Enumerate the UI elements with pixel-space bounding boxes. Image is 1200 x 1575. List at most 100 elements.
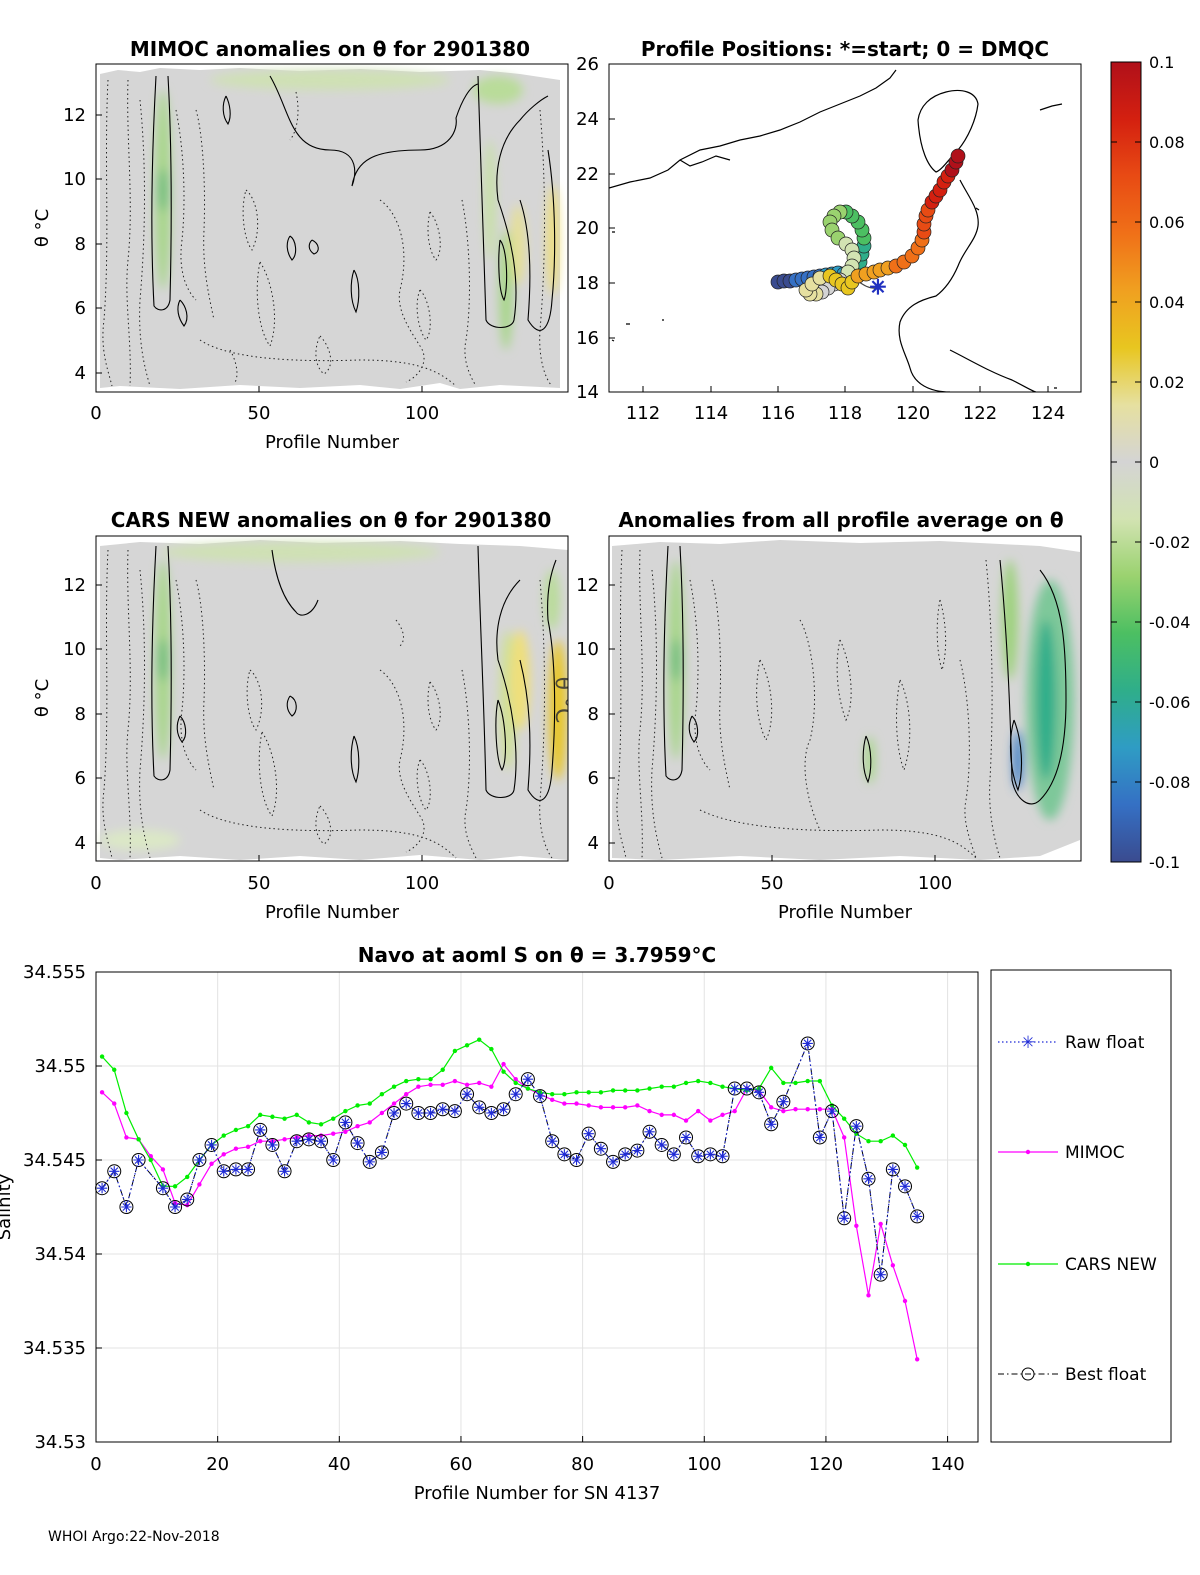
data-point (623, 1105, 627, 1109)
data-point (708, 1118, 712, 1122)
data-point (477, 1037, 481, 1041)
allavg-xtick: 0 (603, 873, 614, 894)
data-point (380, 1092, 384, 1096)
data-point (428, 1083, 432, 1087)
data-point (428, 1077, 432, 1081)
data-point (535, 1091, 545, 1101)
mimoc-ytick: 8 (75, 234, 86, 255)
map-ytick: 22 (576, 164, 599, 185)
taiwan-coast (918, 91, 978, 173)
series-best-float (96, 1037, 924, 1281)
data-point (438, 1104, 448, 1114)
cars-ylabel: θ °C (32, 679, 53, 717)
mimoc-xtick: 0 (90, 403, 101, 424)
data-point (185, 1175, 189, 1179)
data-point (559, 1149, 569, 1159)
data-point (708, 1081, 712, 1085)
chart-title: Navo at aoml S on θ = 3.7959°C (358, 943, 716, 967)
colorbar-tick-label: 0.1 (1149, 53, 1174, 72)
data-point (523, 1074, 533, 1084)
legend-raw-star-icon: ✳ (1021, 1033, 1035, 1053)
data-point (866, 1293, 870, 1297)
map-title: Profile Positions: *=start; 0 = DMQC (641, 37, 1049, 61)
map-ytick: 18 (576, 273, 599, 294)
cars-field: θ °C (100, 540, 575, 860)
map-ytick: 26 (576, 54, 599, 75)
data-point (732, 1109, 736, 1113)
colorbar-tick-label: 0.06 (1149, 213, 1185, 232)
data-point (100, 1054, 104, 1058)
data-point (805, 1079, 809, 1083)
mimoc-field (100, 68, 560, 389)
data-point (891, 1263, 895, 1267)
footer-credit: WHOI Argo:22-Nov-2018 (48, 1529, 220, 1545)
allavg-title: Anomalies from all profile average on θ (618, 508, 1063, 532)
data-point (769, 1066, 773, 1070)
ryukyu-islands (1040, 104, 1062, 110)
data-point (915, 1165, 919, 1169)
y-tick-label: 34.535 (23, 1338, 86, 1359)
data-point (656, 1140, 666, 1150)
data-point (669, 1149, 679, 1159)
x-tick-label: 80 (571, 1454, 594, 1475)
data-point (866, 1139, 870, 1143)
data-point (267, 1140, 277, 1150)
data-point (815, 1132, 825, 1142)
data-point (270, 1115, 274, 1119)
data-point (97, 1183, 107, 1193)
data-point (282, 1116, 286, 1120)
allavg-xlabel: Profile Number (778, 902, 913, 923)
data-point (474, 1102, 484, 1112)
map-xtick: 116 (761, 403, 795, 424)
mimoc-panel: MIMOC anomalies on θ for 2901380 (32, 37, 568, 453)
data-point (672, 1113, 676, 1117)
data-point (343, 1109, 347, 1113)
data-point (769, 1105, 773, 1109)
y-tick-label: 34.53 (34, 1432, 86, 1453)
legend-label: MIMOC (1065, 1143, 1125, 1163)
data-point (550, 1092, 554, 1096)
data-point (136, 1137, 140, 1141)
allavg-xtick: 100 (918, 873, 952, 894)
allavg-ytick: 8 (588, 704, 599, 725)
data-point (258, 1139, 262, 1143)
figure: MIMOC anomalies on θ for 2901380 (0, 0, 1200, 1575)
data-point (818, 1107, 822, 1111)
data-point (392, 1084, 396, 1088)
cars-ytick: 6 (75, 768, 86, 789)
data-point (562, 1092, 566, 1096)
data-point (863, 1174, 873, 1184)
data-point (720, 1084, 724, 1088)
data-point (696, 1109, 700, 1113)
data-point (875, 1269, 885, 1279)
data-point (307, 1120, 311, 1124)
data-point (635, 1088, 639, 1092)
data-point (611, 1088, 615, 1092)
data-point (304, 1134, 314, 1144)
y-tick-label: 34.55 (34, 1056, 86, 1077)
data-point (465, 1083, 469, 1087)
data-point (404, 1079, 408, 1083)
y-tick-label: 34.555 (23, 962, 86, 983)
colorbar-tick-label: -0.02 (1149, 533, 1190, 552)
allavg-xtick: 50 (761, 873, 784, 894)
data-point (206, 1140, 216, 1150)
x-tick-label: 140 (930, 1454, 964, 1475)
map-xtick: 114 (694, 403, 728, 424)
mimoc-xtick: 100 (405, 403, 439, 424)
data-point (878, 1139, 882, 1143)
data-point (878, 1222, 882, 1226)
data-point (705, 1149, 715, 1159)
data-point (501, 1069, 505, 1073)
data-point (802, 1038, 812, 1048)
data-point (644, 1127, 654, 1137)
data-point (392, 1101, 396, 1105)
data-point (368, 1101, 372, 1105)
allavg-panel: Anomalies from all profile average on θ (576, 508, 1081, 923)
chart-ylabel: Salinity (0, 1173, 15, 1240)
data-point (340, 1117, 350, 1127)
data-point (331, 1131, 335, 1135)
cars-ytick: 8 (75, 704, 86, 725)
data-point (888, 1164, 898, 1174)
data-point (659, 1113, 663, 1117)
